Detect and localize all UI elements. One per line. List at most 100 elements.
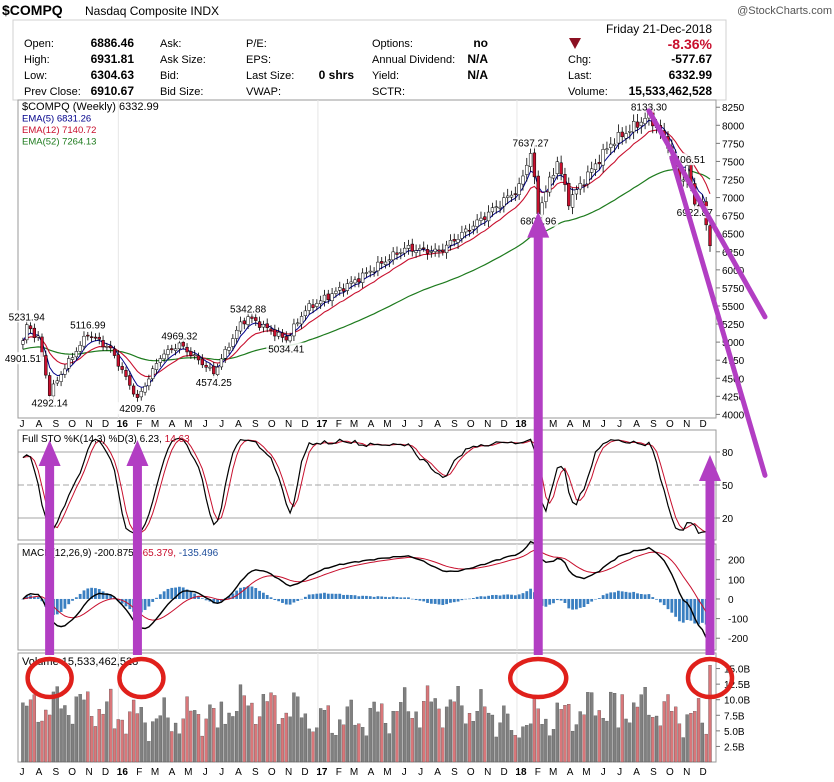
volume-bar	[112, 728, 117, 763]
macd-histogram-bar	[147, 598, 151, 607]
volume-bar	[307, 728, 311, 763]
macd-histogram-bar	[700, 598, 704, 623]
volume-bar	[670, 711, 674, 763]
volume-bar	[170, 731, 174, 763]
candle-body	[116, 354, 120, 367]
volume-bar	[235, 711, 239, 763]
macd-histogram-bar	[227, 596, 231, 599]
volume-bar	[532, 698, 537, 763]
arrow-head	[699, 455, 722, 481]
candle-body	[395, 252, 399, 255]
volume-bar	[689, 713, 693, 763]
candle-body	[231, 338, 235, 347]
candle-body	[257, 321, 262, 328]
candle-body	[51, 383, 56, 397]
candle-body	[303, 310, 308, 317]
macd-histogram-bar	[685, 598, 689, 621]
x-axis-label: M	[350, 419, 358, 430]
candle-body	[620, 131, 624, 138]
volume-bar	[498, 722, 502, 763]
candle-body	[643, 118, 647, 124]
quote-label: Last Size:	[246, 70, 294, 82]
x-axis-label: O	[68, 419, 76, 430]
x-axis-label: D	[301, 767, 308, 778]
volume-bar	[70, 723, 75, 763]
candle-body	[292, 323, 296, 337]
volume-bar	[414, 711, 418, 763]
macd-histogram-bar	[277, 598, 281, 602]
volume-bar	[673, 706, 678, 763]
volume-bar	[643, 687, 647, 763]
symbol-title: $COMPQ	[2, 2, 63, 18]
candle-body	[147, 378, 151, 387]
macd-histogram-bar	[613, 592, 616, 599]
volume-bar	[391, 711, 395, 763]
candle-body	[486, 211, 491, 222]
x-axis-label: A	[567, 767, 574, 778]
volume-bar	[540, 724, 544, 763]
volume-bar	[486, 712, 491, 763]
macd-histogram-bar	[616, 590, 620, 599]
volume-bar	[63, 705, 67, 763]
volume-bar	[89, 716, 94, 763]
volume-bar	[368, 707, 372, 763]
candle-body	[353, 279, 357, 284]
price-tick-label: 5000	[722, 338, 745, 349]
volume-bar	[177, 733, 182, 763]
volume-bar	[338, 719, 342, 763]
macd-histogram-bar	[483, 596, 487, 599]
volume-bar	[189, 710, 193, 763]
candle-body	[277, 331, 281, 337]
volume-bar	[246, 705, 250, 763]
candle-body	[158, 358, 162, 363]
volume-bar	[97, 709, 101, 763]
candle-body	[414, 250, 418, 253]
volume-bar	[124, 733, 128, 763]
sto-tick-label: 80	[722, 448, 734, 459]
x-axis-label: A	[434, 419, 441, 430]
x-axis-label: A	[169, 419, 176, 430]
macd-histogram-bar	[315, 593, 319, 599]
macd-histogram-bar	[403, 597, 407, 599]
macd-histogram-bar	[517, 594, 521, 599]
quote-date: Friday 21-Dec-2018	[606, 22, 712, 36]
candle-body	[360, 272, 365, 283]
volume-bar	[257, 716, 262, 763]
x-axis-label: J	[418, 767, 423, 778]
candle-body	[135, 393, 140, 398]
volume-bar	[105, 701, 109, 763]
volume-bar	[586, 692, 590, 763]
macd-histogram-bar	[426, 598, 429, 603]
candle-body	[151, 368, 155, 379]
volume-bar	[548, 735, 552, 763]
x-axis-label: 17	[316, 767, 328, 778]
x-axis-label: J	[418, 419, 423, 430]
macd-histogram-bar	[445, 598, 449, 605]
volume-bar	[116, 719, 120, 763]
volume-bar	[635, 706, 640, 763]
macd-histogram-bar	[342, 594, 345, 599]
volume-bar	[74, 696, 78, 763]
x-axis-label: D	[500, 767, 507, 778]
price-tick-label: 7000	[722, 194, 745, 205]
candle-body	[372, 270, 376, 273]
macd-histogram-bar	[609, 592, 613, 599]
price-annotation-bg	[510, 136, 551, 149]
x-axis-label: N	[85, 419, 92, 430]
candle-body	[464, 228, 468, 233]
candle-body	[475, 219, 479, 227]
candle-body	[322, 294, 327, 302]
macd-histogram-bar	[254, 588, 258, 599]
macd-histogram-bar	[67, 598, 71, 605]
sto-legend-part: 14.63	[165, 434, 190, 445]
macd-histogram-bar	[410, 598, 414, 600]
candle-body	[318, 300, 323, 305]
volume-bar	[597, 710, 601, 763]
candle-body	[82, 335, 86, 347]
volume-bar	[288, 716, 292, 763]
price-tick-label: 6750	[722, 212, 745, 223]
volume-bar	[395, 711, 399, 763]
macd-histogram-bar	[36, 597, 40, 599]
volume-bar	[151, 721, 155, 763]
volume-bar	[555, 702, 559, 763]
